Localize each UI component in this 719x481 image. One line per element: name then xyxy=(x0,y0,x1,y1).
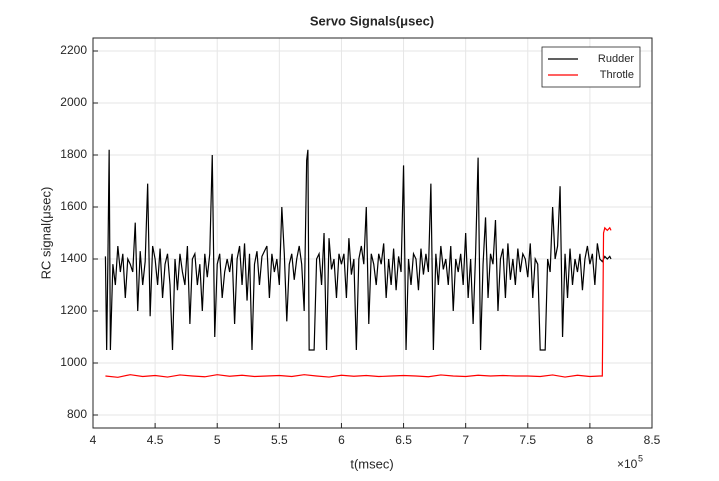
x-tick-label: 8.5 xyxy=(644,433,661,447)
x-axis-label: t(msec) xyxy=(350,456,393,471)
series-line xyxy=(104,149,612,351)
y-axis-label: RC signal(μsec) xyxy=(38,187,53,280)
y-tick-label: 2000 xyxy=(60,95,87,109)
x-exponent-base: ×10 xyxy=(617,457,638,471)
x-exponent: 5 xyxy=(638,453,643,463)
axes-box xyxy=(92,37,653,429)
y-tick-label: 800 xyxy=(67,407,87,421)
x-tick-label: 6.5 xyxy=(395,433,412,447)
legend-box xyxy=(541,46,641,88)
x-tick-label: 4.5 xyxy=(147,433,164,447)
y-tick-label: 1800 xyxy=(60,147,87,161)
x-tick-label: 8 xyxy=(587,433,594,447)
y-tick-label: 2200 xyxy=(60,43,87,57)
legend: Rudder Throtle xyxy=(541,46,641,88)
plot-area xyxy=(93,38,652,428)
x-tick-label: 5.5 xyxy=(271,433,288,447)
x-tick-label: 5 xyxy=(214,433,221,447)
series-line xyxy=(105,226,612,378)
x-tick-label: 7.5 xyxy=(519,433,536,447)
x-tick-label: 4 xyxy=(90,433,97,447)
legend-label: Rudder xyxy=(598,53,634,65)
y-tick-label: 1400 xyxy=(60,251,87,265)
x-tick-label: 7 xyxy=(462,433,469,447)
chart-title: Servo Signals(μsec) xyxy=(310,13,434,28)
y-tick-label: 1200 xyxy=(60,303,87,317)
series-lines xyxy=(104,149,612,378)
legend-label: Throtle xyxy=(600,69,634,81)
x-tick-label: 6 xyxy=(338,433,345,447)
y-tick-label: 1000 xyxy=(60,355,87,369)
y-tick-label: 1600 xyxy=(60,199,87,213)
ticks: 4 4.5 5 5.5 6 6.5 7 7.5 8 8.5 800 1000 1200 1400 1600 1… xyxy=(60,43,660,447)
